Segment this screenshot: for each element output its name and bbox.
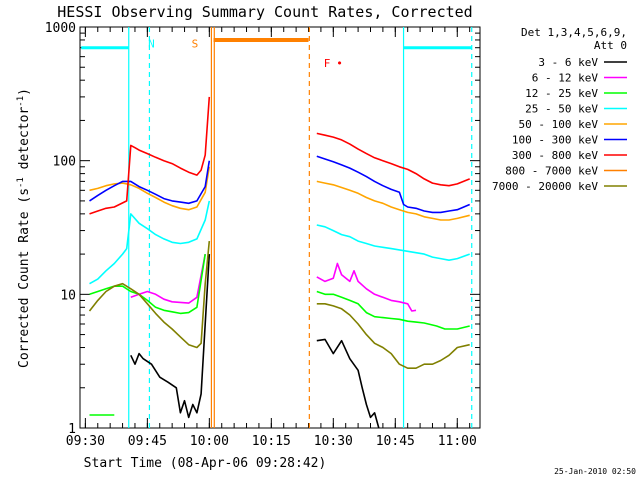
series-line <box>130 254 211 419</box>
y-axis-label-main: Corrected Count Rate (s <box>17 188 32 368</box>
series-line <box>89 96 211 215</box>
plot-frame <box>79 26 481 429</box>
x-tick-label: 09:45 <box>128 434 167 449</box>
series-line <box>89 253 206 315</box>
series-line <box>316 262 417 312</box>
y-axis-label-sup2: -1 <box>16 96 26 107</box>
series-line <box>316 224 470 262</box>
series-line <box>89 160 211 205</box>
series-line <box>316 132 470 187</box>
x-axis-ticks: 09:30 09:45 10:00 10:15 10:30 10:45 11:00 <box>66 27 477 449</box>
legend-subheader: Att 0 <box>594 39 627 52</box>
event-bars: N <box>81 38 472 51</box>
series-line <box>316 290 470 330</box>
y-axis-label: Corrected Count Rate (s-1 detector-1) <box>16 88 32 368</box>
y-axis-ticks: 1 10 100 1000 <box>45 21 480 437</box>
legend-items: 3 - 6 keV 6 - 12 keV 12 - 25 keV 25 - 50 ke… <box>492 56 627 193</box>
series-line <box>316 155 471 214</box>
y-tick-label: 100 <box>53 155 76 170</box>
legend-entry-label: 100 - 300 keV <box>512 134 598 147</box>
x-tick-label: 10:00 <box>190 434 229 449</box>
x-tick-label: 10:30 <box>314 434 353 449</box>
event-label: S <box>192 38 199 51</box>
y-tick-label: 1 <box>68 422 76 437</box>
x-tick-label: 11:00 <box>438 434 477 449</box>
series-line <box>89 166 211 211</box>
legend-entry-label: 800 - 7000 keV <box>505 165 598 178</box>
plot-area <box>79 26 481 429</box>
legend-entry-label: 12 - 25 keV <box>525 87 598 100</box>
series-line <box>316 180 470 221</box>
series-line <box>130 253 206 304</box>
legend-entry-label: 6 - 12 keV <box>532 72 599 85</box>
x-tick-label: 09:30 <box>66 434 105 449</box>
x-tick-label: 10:15 <box>252 434 291 449</box>
y-axis-label-sup: -1 <box>16 177 26 188</box>
legend-entry-label: 300 - 800 keV <box>512 149 598 162</box>
event-label: • <box>336 57 343 70</box>
legend-entry-label: 7000 - 20000 keV <box>492 180 598 193</box>
event-labels: S F • <box>192 38 343 71</box>
legend-entry-label: 50 - 100 keV <box>519 118 599 131</box>
series-lines <box>88 38 471 429</box>
x-tick-label: 10:45 <box>376 434 415 449</box>
series-line <box>89 200 211 285</box>
y-axis-label-end: ) <box>17 88 32 96</box>
series-line <box>316 302 470 370</box>
chart-title: HESSI Observing Summary Count Rates, Cor… <box>57 3 472 21</box>
footer-date: 25-Jan-2010 02:50 <box>554 467 636 476</box>
event-label: F <box>324 57 331 70</box>
event-bar-label: N <box>148 38 155 51</box>
y-tick-label: 1000 <box>45 21 76 36</box>
series-line <box>88 241 211 349</box>
legend-entry-label: 25 - 50 keV <box>525 103 598 116</box>
legend-entry-label: 3 - 6 keV <box>538 56 598 69</box>
legend: Det 1,3,4,5,6,9, Att 0 3 - 6 keV 6 - 12 k… <box>492 26 627 193</box>
y-axis-label-tail: detector <box>17 107 32 178</box>
x-axis-label: Start Time (08-Apr-06 09:28:42) <box>84 456 327 471</box>
y-tick-label: 10 <box>60 288 76 303</box>
event-vertical-lines <box>128 27 473 428</box>
legend-header: Det 1,3,4,5,6,9, <box>521 26 627 39</box>
series-line <box>316 338 380 429</box>
